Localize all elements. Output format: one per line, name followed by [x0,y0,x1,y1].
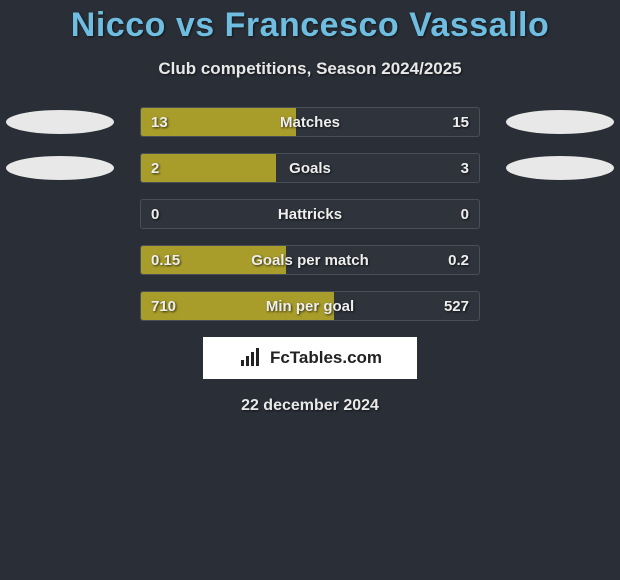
stat-bar: 0.15Goals per match0.2 [140,245,480,275]
stat-row: 710Min per goal527 [0,291,620,321]
stat-row: 0.15Goals per match0.2 [0,245,620,275]
stat-label: Min per goal [141,292,479,321]
stat-bar: 710Min per goal527 [140,291,480,321]
stat-row: 0Hattricks0 [0,199,620,229]
page-title: Nicco vs Francesco Vassallo [0,6,620,45]
stat-bar: 2Goals3 [140,153,480,183]
stat-value-right: 0.2 [448,246,469,275]
stat-row: 13Matches15 [0,107,620,137]
player-badge-right [506,110,614,134]
stat-bar: 13Matches15 [140,107,480,137]
stat-label: Hattricks [141,200,479,229]
comparison-infographic: Nicco vs Francesco Vassallo Club competi… [0,0,620,580]
stat-rows: 13Matches15 2Goals3 0Hattricks0 0.15Goals p… [0,107,620,321]
stat-label: Matches [141,108,479,137]
stat-bar: 0Hattricks0 [140,199,480,229]
stat-label: Goals [141,154,479,183]
stat-label: Goals per match [141,246,479,275]
footer-date: 22 december 2024 [0,397,620,415]
stat-value-right: 527 [444,292,469,321]
stat-row: 2Goals3 [0,153,620,183]
bar-chart-icon [238,348,264,368]
stat-value-right: 15 [452,108,469,137]
player-badge-left [6,110,114,134]
brand-badge: FcTables.com [203,337,417,379]
brand-text: FcTables.com [270,348,382,368]
stat-value-right: 0 [461,200,469,229]
stat-value-right: 3 [461,154,469,183]
page-subtitle: Club competitions, Season 2024/2025 [0,59,620,79]
player-badge-right [506,156,614,180]
player-badge-left [6,156,114,180]
